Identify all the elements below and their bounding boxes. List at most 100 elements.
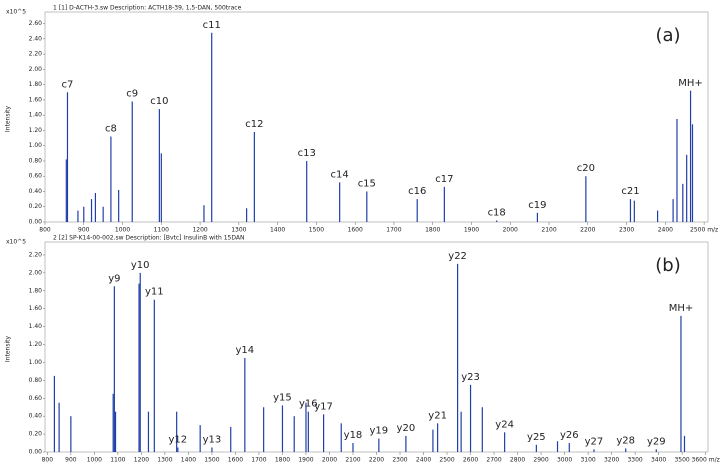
- x-tick-label: 2100: [541, 227, 556, 234]
- peak-label: c12: [245, 119, 263, 130]
- peak-label: c9: [126, 88, 138, 99]
- x-tick-label: 1700: [386, 227, 401, 234]
- peak-label: y11: [145, 287, 164, 298]
- x-tick-label: 2900: [533, 457, 548, 464]
- y-tick-label: 1.00: [29, 142, 43, 149]
- x-tick-label: 1600: [228, 457, 243, 464]
- peak-label: y23: [461, 372, 480, 383]
- y-tick-label: 1.20: [29, 341, 43, 348]
- y-tick-label: 0.00: [29, 449, 43, 456]
- y-tick-label: 1.40: [29, 112, 43, 119]
- x-tick-label: 3400: [651, 457, 666, 464]
- x-tick-label: 2000: [322, 457, 337, 464]
- x-tick-label: 1000: [87, 457, 102, 464]
- peak-label: y28: [616, 435, 635, 446]
- x-tick-label: 3200: [604, 457, 619, 464]
- peak-label: y14: [236, 345, 255, 356]
- multiplier: x10^5: [6, 9, 26, 16]
- x-tick-label: 1600: [348, 227, 363, 234]
- x-tick-label: 1500: [204, 457, 219, 464]
- peak-label: y24: [495, 419, 514, 430]
- y-tick-label: 2.00: [29, 269, 43, 276]
- y-axis-title: Intensity: [5, 105, 12, 132]
- x-tick-label: 2500 m/z: [690, 227, 718, 234]
- peak-label: c21: [621, 186, 639, 197]
- panel-header: 1 [1] D-ACTH-3.sw Description: ACTH18-39…: [53, 5, 242, 12]
- peak-label: y18: [344, 430, 363, 441]
- peak-label: MH+: [669, 303, 694, 314]
- x-tick-label: 1100: [110, 457, 125, 464]
- x-tick-label: 1800: [425, 227, 440, 234]
- peak-label: y13: [203, 435, 222, 446]
- peak-label: c11: [203, 20, 221, 31]
- y-tick-label: 1.80: [29, 287, 43, 294]
- peak-label: c18: [488, 207, 506, 218]
- x-tick-label: 2400: [416, 457, 431, 464]
- x-tick-label: 1300: [231, 227, 246, 234]
- y-tick-label: 1.60: [29, 96, 43, 103]
- x-tick-label: 3000: [557, 457, 572, 464]
- x-tick-label: 1200: [134, 457, 149, 464]
- x-tick-label: 2400: [658, 227, 673, 234]
- x-tick-label: 800: [39, 227, 51, 234]
- y-tick-label: 0.40: [29, 188, 43, 195]
- plot-frame: [44, 11, 709, 223]
- peak-label: MH+: [678, 78, 703, 89]
- x-tick-label: 2200: [369, 457, 384, 464]
- y-tick-label: 0.00: [29, 219, 43, 226]
- y-tick-label: 1.20: [29, 127, 43, 134]
- peak-label: y17: [314, 401, 333, 412]
- x-tick-label: 2300: [619, 227, 634, 234]
- x-tick-label: 3500: [674, 457, 689, 464]
- x-tick-label: 1400: [181, 457, 196, 464]
- x-tick-label: 2600: [463, 457, 478, 464]
- panel-header: 2 [2] SP-K14-00-002.sw Description: [Bvt…: [53, 235, 244, 242]
- x-tick-label: 900: [65, 457, 77, 464]
- y-tick-label: 2.00: [29, 66, 43, 73]
- y-tick-label: 2.20: [29, 251, 43, 258]
- peak-label: y21: [428, 410, 447, 421]
- peak-label: c20: [577, 163, 595, 174]
- peak-label: y25: [527, 432, 546, 443]
- x-tick-label: 900: [78, 227, 90, 234]
- y-tick-label: 2.60: [29, 20, 43, 27]
- y-tick-label: 1.60: [29, 305, 43, 312]
- panel-label: (b): [655, 255, 680, 276]
- y-tick-label: 0.80: [29, 157, 43, 164]
- peak-label: c16: [408, 186, 426, 197]
- x-tick-label: 1100: [154, 227, 169, 234]
- peak-label: y16: [299, 399, 318, 410]
- x-tick-label: 1400: [270, 227, 285, 234]
- y-tick-label: 2.40: [29, 35, 43, 42]
- x-tick-label: 1200: [192, 227, 207, 234]
- x-tick-label: 3600 m/z: [692, 457, 720, 464]
- y-tick-label: 0.40: [29, 413, 43, 420]
- x-tick-label: 1000: [115, 227, 130, 234]
- y-tick-label: 1.00: [29, 359, 43, 366]
- x-tick-label: 1900: [298, 457, 313, 464]
- y-tick-label: 0.20: [29, 203, 43, 210]
- peak-label: c17: [435, 174, 453, 185]
- peak-label: y26: [560, 430, 579, 441]
- x-tick-label: 1500: [309, 227, 324, 234]
- peak-label: c13: [298, 148, 316, 159]
- x-tick-label: 2100: [345, 457, 360, 464]
- peak-label: c10: [150, 96, 168, 107]
- peak-label: c7: [62, 79, 74, 90]
- peak-label: y29: [647, 436, 666, 447]
- y-tick-label: 0.60: [29, 395, 43, 402]
- x-tick-label: 1700: [251, 457, 266, 464]
- x-tick-label: 2000: [503, 227, 518, 234]
- plot-frame: [44, 241, 709, 453]
- peak-label: y10: [131, 260, 150, 271]
- y-tick-label: 0.80: [29, 377, 43, 384]
- x-tick-label: 2800: [510, 457, 525, 464]
- multiplier: x10^5: [6, 239, 26, 246]
- y-tick-label: 0.60: [29, 173, 43, 180]
- peak-label: y15: [273, 392, 292, 403]
- x-tick-label: 2300: [392, 457, 407, 464]
- panel-label: (a): [655, 25, 680, 46]
- peak-label: c14: [331, 169, 349, 180]
- y-tick-label: 1.40: [29, 323, 43, 330]
